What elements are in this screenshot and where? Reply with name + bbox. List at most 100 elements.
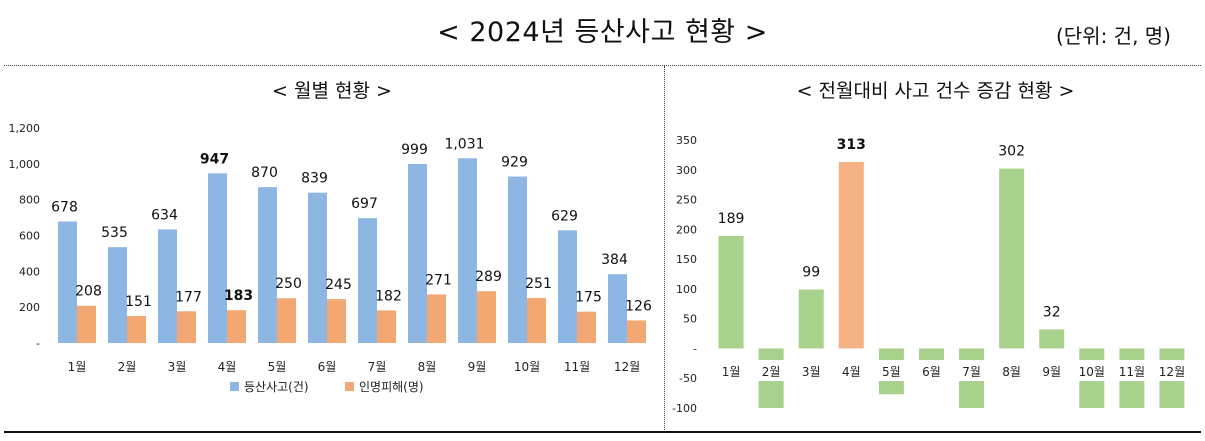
- data-label-accidents: 535: [101, 225, 128, 241]
- x-tick-label: 8월: [418, 360, 437, 374]
- bar-casualties: [377, 310, 396, 343]
- change-bar: [718, 235, 744, 349]
- bar-accidents: [158, 229, 177, 343]
- monthly-bar-chart: - 200 400 600 800 1,000 1,200 678 208 1월 535 151 2월 6…: [9, 122, 652, 394]
- bar-accidents: [608, 274, 627, 343]
- x-tick-label: 10월: [514, 360, 540, 374]
- data-label-casualties: 126: [625, 298, 652, 314]
- bar-accidents: [458, 158, 477, 343]
- y-tick-label: 250: [676, 194, 697, 207]
- bar-casualties: [127, 315, 146, 343]
- bar-casualties: [227, 310, 246, 343]
- change-bar: [918, 348, 944, 360]
- data-label-accidents: 678: [51, 200, 78, 216]
- page-title: < 2024년 등산사고 현황 >: [437, 17, 768, 48]
- y-tick-label: 100: [676, 283, 697, 296]
- bar-casualties: [77, 305, 96, 343]
- data-label-accidents: 1,031: [444, 136, 484, 152]
- bar-casualties: [477, 291, 496, 343]
- x-tick-label: 6월: [318, 360, 337, 374]
- bar-accidents: [308, 192, 327, 343]
- change-bar: [758, 381, 784, 408]
- x-tick-label: 8월: [1002, 365, 1021, 379]
- y-tick-label: 300: [676, 164, 697, 177]
- change-data-label: 99: [802, 264, 820, 280]
- x-tick-label: 2월: [762, 365, 781, 379]
- change-bar: [999, 168, 1025, 349]
- change-bar: [798, 289, 824, 349]
- data-label-accidents: 384: [601, 252, 628, 268]
- x-tick-label: 5월: [268, 360, 287, 374]
- y-tick-label: -50: [679, 372, 697, 385]
- y-tick-label: 400: [19, 265, 40, 278]
- x-tick-label: 9월: [468, 360, 487, 374]
- x-tick-label: 1월: [68, 360, 87, 374]
- bar-casualties: [177, 311, 196, 343]
- x-tick-label: 12월: [614, 360, 640, 374]
- x-tick-label: 10월: [1079, 365, 1105, 379]
- bar-casualties: [577, 311, 596, 343]
- data-label-accidents: 929: [501, 155, 528, 171]
- x-tick-label: 7월: [962, 365, 981, 379]
- bottom-divider: [4, 431, 1201, 433]
- change-data-label: 32: [1043, 304, 1061, 320]
- change-bar: [1119, 348, 1145, 360]
- top-divider: [4, 65, 1201, 66]
- bar-accidents: [558, 230, 577, 343]
- x-tick-label: 3월: [802, 365, 821, 379]
- x-tick-label: 4월: [842, 365, 861, 379]
- data-label-casualties: 251: [525, 276, 552, 292]
- data-label-casualties: 175: [575, 290, 602, 306]
- y-tick-label: 50: [683, 313, 697, 326]
- change-bar: [1079, 348, 1105, 360]
- bar-accidents: [408, 164, 427, 343]
- data-label-casualties: 245: [325, 277, 352, 293]
- bar-accidents: [58, 221, 77, 343]
- change-bar: [1159, 381, 1185, 408]
- data-label-accidents: 697: [351, 196, 378, 212]
- data-label-accidents: 870: [251, 165, 278, 181]
- data-label-casualties: 289: [475, 269, 502, 285]
- y-tick-label: -: [36, 337, 40, 350]
- change-chart-title: < 전월대비 사고 건수 증감 현황 >: [796, 80, 1075, 102]
- change-data-label: 313: [837, 137, 866, 153]
- x-tick-label: 3월: [168, 360, 187, 374]
- x-tick-label: 12월: [1159, 365, 1185, 379]
- x-tick-label: 7월: [368, 360, 387, 374]
- y-tick-label: 350: [676, 134, 697, 147]
- change-bar: [959, 348, 985, 360]
- y-tick-label: 800: [19, 194, 40, 207]
- data-label-casualties: 183: [224, 288, 253, 304]
- data-label-accidents: 634: [151, 207, 178, 223]
- y-tick-label: 1,200: [9, 122, 41, 135]
- x-tick-label: 1월: [722, 365, 741, 379]
- y-tick-label: -100: [672, 402, 697, 415]
- change-data-label: 189: [718, 211, 745, 227]
- x-tick-label: 4월: [218, 360, 237, 374]
- legend-label: 인명피해(명): [359, 380, 424, 394]
- change-bar: [878, 348, 904, 360]
- bar-accidents: [508, 176, 527, 343]
- y-tick-label: 1,000: [9, 158, 41, 171]
- change-bar: [1079, 381, 1105, 408]
- x-tick-label: 11월: [564, 360, 590, 374]
- y-tick-label: 150: [676, 253, 697, 266]
- data-label-casualties: 250: [275, 276, 302, 292]
- bar-accidents: [358, 218, 377, 343]
- y-tick-label: 600: [19, 230, 40, 243]
- x-tick-label: 5월: [882, 365, 901, 379]
- bar-casualties: [527, 298, 546, 343]
- x-tick-label: 2월: [118, 360, 137, 374]
- change-bar: [878, 381, 904, 395]
- data-label-casualties: 208: [75, 284, 102, 300]
- x-tick-label: 6월: [922, 365, 941, 379]
- bar-casualties: [427, 294, 446, 343]
- legend-swatch: [230, 382, 239, 391]
- data-label-accidents: 999: [401, 142, 428, 158]
- unit-label: (단위: 건, 명): [1055, 24, 1171, 48]
- change-bar: [1039, 329, 1065, 349]
- data-label-accidents: 947: [200, 151, 229, 167]
- bar-casualties: [327, 299, 346, 343]
- change-bar: [1159, 348, 1185, 360]
